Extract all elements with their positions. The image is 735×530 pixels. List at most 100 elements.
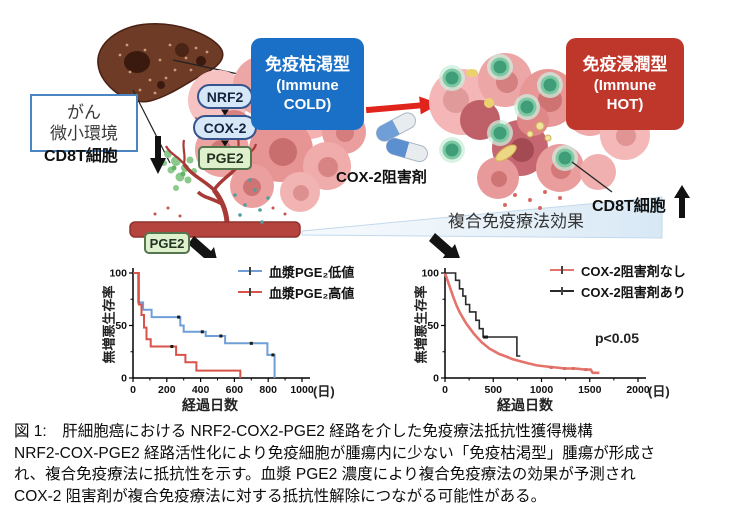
survival-chart-pge2: 0 200 400 600 800 1000 0 50 100 無増悪生存率 経過日数 (日) … [75, 255, 365, 417]
legend-row: COX-2阻害剤なし [550, 262, 686, 279]
microenv-line1: がん [67, 103, 101, 122]
series-line-0 [133, 272, 276, 378]
censor-marker [483, 335, 487, 339]
x-axis-label: 経過日数 [497, 397, 553, 413]
y-tick-label: 0 [433, 373, 439, 385]
censor-marker [584, 368, 588, 372]
chart-canvas: 0 500 1000 1500 2000 0 50 100 [421, 268, 650, 397]
immune-hot-box: 免疫浸潤型 (Immune HOT) [566, 38, 684, 130]
nrf2-node: NRF2 [197, 84, 253, 109]
y-axis-label: 無増悪生存率 [101, 285, 117, 364]
cancer-microenvironment-box: がん 微小環境 [30, 94, 138, 152]
legend-row: 血漿PGE₂高値 [238, 284, 355, 301]
x-tick-label: 500 [484, 384, 502, 396]
x-tick-label: 1000 [290, 384, 314, 396]
censor-marker [563, 367, 567, 371]
liver-icon [97, 23, 224, 103]
hot-line1: 免疫浸潤型 [582, 55, 668, 74]
caption-line-2: NRF2-COX-PGE2 経路活性化により免疫細胞が腫瘍内に少ない「免疫枯渇型… [14, 444, 656, 462]
censor-marker [571, 367, 575, 371]
cox2-label: COX-2 [203, 119, 247, 136]
combo-therapy-label: 複合免疫療法効果 [448, 212, 584, 231]
combo-effect-wedge [301, 196, 663, 239]
censor-marker [249, 341, 253, 345]
x-tick-label: 200 [158, 384, 176, 396]
series-line-0 [443, 272, 600, 375]
censor-marker [170, 345, 174, 348]
caption-line-4: COX-2 阻害剤が複合免疫療法に対する抵抗性解除につながる可能性がある。 [14, 487, 547, 505]
legend-label-no-inhibitor: COX-2阻害剤なし [581, 263, 686, 279]
immune-cold-box: 免疫枯渇型 (Immune COLD) [251, 38, 364, 130]
censor-marker [271, 353, 275, 357]
cd8-right-label: CD8T細胞 [592, 198, 666, 215]
microenv-line2: 微小環境 [50, 124, 118, 143]
legend-label-high: 血漿PGE₂高値 [269, 285, 355, 301]
survival-chart-cox2: 0 500 1000 1500 2000 0 50 100 無増悪生存率 経過日数 (日) C… [395, 255, 715, 417]
y-tick-label: 100 [109, 268, 127, 280]
vessel-pge2-node: PGE2 [144, 232, 190, 254]
cd8-pointer-line [571, 161, 613, 193]
y-axis-label: 無増悪生存率 [413, 285, 429, 364]
y-tick-label: 50 [115, 320, 127, 332]
x-tick-label: 1500 [578, 384, 602, 396]
cox2-inhibitor-label: COX-2阻害剤 [336, 169, 427, 186]
legend-label-with-inhibitor: COX-2阻害剤あり [581, 284, 686, 300]
red-right-arrow [365, 96, 440, 115]
pathway-arrow-1 [221, 109, 229, 116]
figure-caption: 図 1: 肝細胞癌における NRF2-COX2-PGE2 経路を介した免疫療法抵… [14, 421, 726, 507]
x-tick-label: 1000 [530, 384, 554, 396]
nrf2-label: NRF2 [206, 88, 244, 105]
pathway-arrow-2 [221, 140, 229, 147]
x-tick-label: 800 [259, 384, 277, 396]
legend-swatch-high [238, 288, 262, 296]
x-tick-label: 2000 [626, 384, 650, 396]
x-tick-label: 0 [442, 384, 448, 396]
cold-line2: (Immune [276, 77, 339, 94]
legend-label-low: 血漿PGE₂低値 [269, 264, 355, 280]
y-tick-label: 0 [121, 373, 127, 385]
x-axis-unit: (日) [313, 384, 335, 399]
legend-swatch-with-inhibitor [550, 287, 574, 295]
y-tick-label: 50 [427, 320, 439, 332]
cold-line3: COLD) [283, 96, 332, 113]
series-line-1 [133, 272, 242, 378]
censor-marker [177, 315, 181, 319]
zoom-line-bottom [132, 89, 171, 164]
black-down-arrow-left [188, 236, 218, 264]
legend: 血漿PGE₂低値 血漿PGE₂高値 [238, 263, 355, 301]
legend-swatch-low [238, 267, 262, 275]
caption-line-3: れ、複合免疫療法に抵抗性を示す。血漿 PGE2 濃度により複合免疫療法の効果が予… [14, 466, 636, 483]
y-tick-label: 100 [421, 268, 439, 280]
mechanism-diagram: がん 微小環境 CD8T細胞 NRF2 COX-2 PGE2 免疫枯渇型 (Im… [0, 0, 735, 264]
pge2-label: PGE2 [206, 150, 244, 166]
tumor-hot-illustration [429, 53, 650, 210]
x-axis-label: 経過日数 [182, 397, 238, 413]
p-value-annotation: p<0.05 [595, 330, 639, 346]
hot-line2: (Immune [593, 77, 657, 94]
cox2-node: COX-2 [193, 115, 257, 140]
legend-row: 血漿PGE₂低値 [238, 263, 355, 280]
censor-marker [219, 334, 223, 338]
legend: COX-2阻害剤なし COX-2阻害剤あり [550, 262, 686, 300]
caption-line-1: 図 1: 肝細胞癌における NRF2-COX2-PGE2 経路を介した免疫療法抵… [14, 423, 593, 440]
chart-canvas: 0 200 400 600 800 1000 0 50 100 [109, 268, 314, 397]
x-tick-label: 0 [130, 384, 136, 396]
black-down-arrow-right [429, 233, 461, 261]
cd8-up-arrow [674, 185, 690, 218]
hot-line3: HOT) [606, 96, 644, 113]
pge2-node: PGE2 [198, 146, 252, 170]
x-tick-label: 600 [226, 384, 244, 396]
cd8-green-cells [439, 54, 578, 171]
censor-marker [549, 366, 553, 369]
cd8-left-label: CD8T細胞 [44, 148, 118, 165]
pills-icon [376, 112, 428, 163]
censor-marker [484, 335, 488, 339]
cold-line1: 免疫枯渇型 [265, 55, 350, 74]
x-axis-unit: (日) [648, 384, 670, 399]
x-tick-label: 400 [192, 384, 210, 396]
legend-row: COX-2阻害剤あり [550, 283, 686, 300]
legend-swatch-no-inhibitor [550, 266, 574, 274]
vessel-pge2-label: PGE2 [149, 235, 185, 251]
censor-marker [200, 330, 204, 334]
cd8-down-arrow [150, 136, 166, 174]
